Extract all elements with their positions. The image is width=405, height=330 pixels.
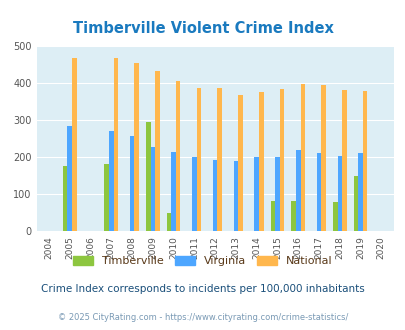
Bar bbox=[332, 202, 337, 231]
Bar bbox=[362, 91, 367, 231]
Bar bbox=[300, 84, 305, 231]
Bar bbox=[171, 151, 175, 231]
Bar bbox=[155, 71, 159, 231]
Bar bbox=[109, 131, 113, 231]
Bar bbox=[279, 89, 283, 231]
Bar bbox=[150, 147, 155, 231]
Bar bbox=[254, 157, 258, 231]
Bar bbox=[196, 88, 201, 231]
Bar bbox=[275, 157, 279, 231]
Bar bbox=[104, 164, 109, 231]
Bar bbox=[72, 58, 77, 231]
Bar bbox=[166, 213, 171, 231]
Bar bbox=[233, 161, 238, 231]
Bar bbox=[270, 201, 275, 231]
Bar bbox=[337, 156, 341, 231]
Bar bbox=[341, 90, 346, 231]
Bar bbox=[353, 176, 358, 231]
Text: Timberville Violent Crime Index: Timberville Violent Crime Index bbox=[72, 21, 333, 36]
Bar bbox=[320, 85, 325, 231]
Bar bbox=[130, 136, 134, 231]
Bar bbox=[358, 153, 362, 231]
Bar bbox=[146, 122, 150, 231]
Bar bbox=[134, 63, 139, 231]
Bar bbox=[113, 58, 118, 231]
Bar bbox=[217, 88, 222, 231]
Bar bbox=[63, 166, 67, 231]
Bar bbox=[192, 157, 196, 231]
Bar bbox=[291, 201, 295, 231]
Bar bbox=[212, 160, 217, 231]
Legend: Timberville, Virginia, National: Timberville, Virginia, National bbox=[68, 251, 337, 271]
Bar bbox=[238, 95, 242, 231]
Bar bbox=[67, 126, 72, 231]
Bar bbox=[316, 153, 320, 231]
Bar bbox=[258, 92, 263, 231]
Bar bbox=[175, 81, 180, 231]
Bar bbox=[295, 150, 300, 231]
Text: © 2025 CityRating.com - https://www.cityrating.com/crime-statistics/: © 2025 CityRating.com - https://www.city… bbox=[58, 313, 347, 322]
Text: Crime Index corresponds to incidents per 100,000 inhabitants: Crime Index corresponds to incidents per… bbox=[41, 284, 364, 294]
